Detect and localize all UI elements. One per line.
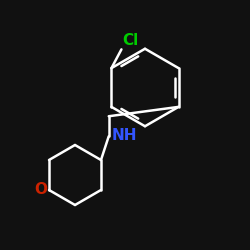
Text: NH: NH [111, 128, 137, 142]
Text: O: O [34, 182, 47, 198]
Text: Cl: Cl [123, 33, 139, 48]
